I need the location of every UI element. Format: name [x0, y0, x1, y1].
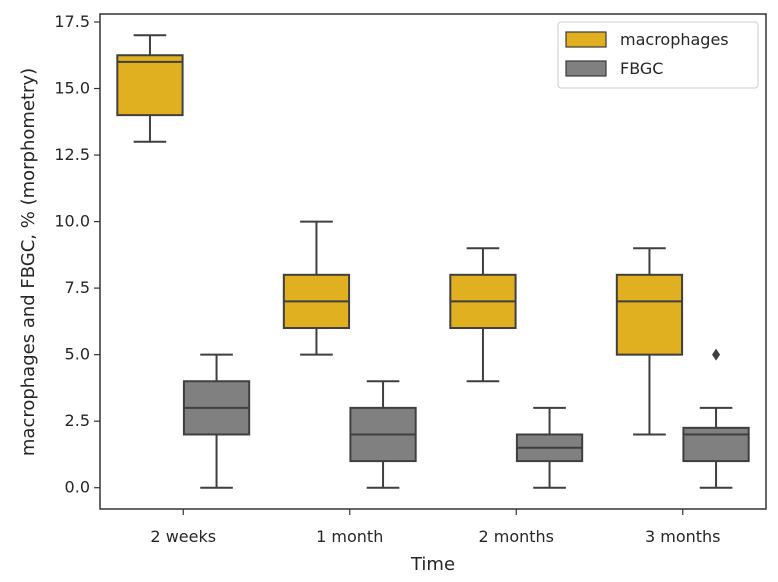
legend-frame [557, 21, 759, 89]
box-fbgc [515, 406, 584, 489]
plot-frame [99, 13, 767, 510]
y-tick-label: 2.5 [65, 411, 90, 430]
outlier-point [712, 348, 721, 361]
y-tick-label: 0.0 [65, 478, 90, 497]
box-fbgc [349, 380, 417, 489]
box-macrophages [116, 34, 184, 143]
box-macrophages [282, 220, 351, 356]
y-axis: 0.0 2.5 5.0 7.5 10.0 12.5 15.0 17.5 [54, 12, 100, 497]
x-tick-label: 2 weeks [150, 527, 216, 546]
box-iqr [682, 426, 750, 463]
y-axis-label: macrophages and FBGC, % (morphometry) [18, 68, 39, 456]
box-macrophages [449, 247, 517, 383]
y-tick-label: 17.5 [54, 12, 90, 31]
box-fbgc [682, 348, 750, 489]
y-tick-label: 10.0 [54, 212, 90, 231]
legend-label-macrophages: macrophages [620, 30, 729, 49]
y-tick-label: 5.0 [65, 345, 90, 364]
legend-label-fbgc: FBGC [620, 59, 663, 78]
y-tick-label: 15.0 [54, 79, 90, 98]
box-iqr [615, 273, 684, 356]
x-tick-label: 1 month [316, 527, 383, 546]
x-axis: 2 weeks 1 month 2 months 3 months [150, 509, 721, 546]
box-iqr [116, 54, 184, 117]
x-axis-label: Time [410, 554, 455, 575]
legend: macrophages FBGC [557, 21, 759, 89]
box-macrophages [615, 247, 684, 436]
x-tick-label: 2 months [478, 527, 554, 546]
x-tick-label: 3 months [645, 527, 721, 546]
y-tick-label: 7.5 [65, 278, 90, 297]
box-fbgc [182, 353, 251, 489]
box-groups [116, 34, 750, 489]
y-tick-label: 12.5 [54, 145, 90, 164]
legend-swatch-macrophages [565, 31, 607, 48]
legend-swatch-fbgc [565, 60, 607, 77]
